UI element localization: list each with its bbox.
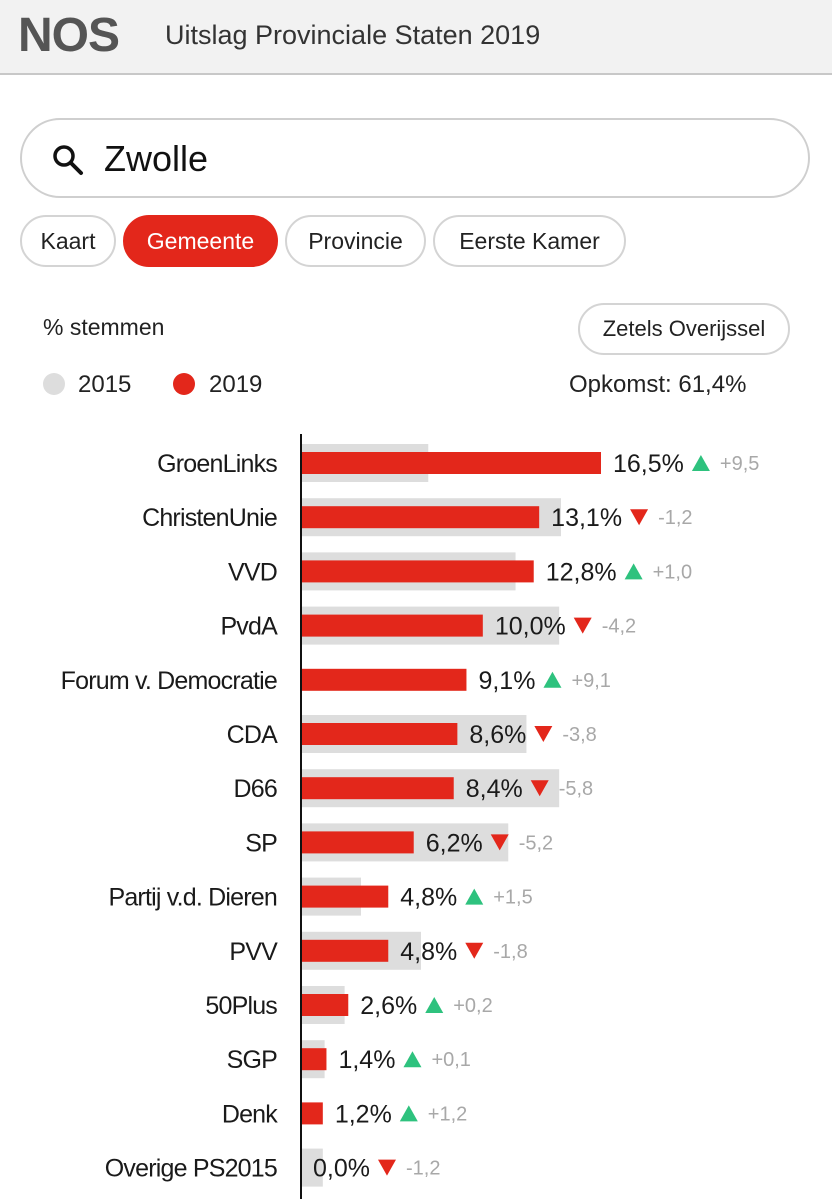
party-label: SP	[245, 829, 277, 857]
party-label: D66	[234, 775, 277, 803]
party-label: Forum v. Democratie	[61, 667, 277, 695]
value-label: 4,8%	[400, 884, 457, 912]
party-label: SGP	[227, 1046, 278, 1074]
party-label: Overige PS2015	[105, 1155, 277, 1183]
bar-2019	[301, 452, 601, 474]
change-label: +1,2	[428, 1103, 467, 1125]
seats-button[interactable]: Zetels Overijssel	[578, 303, 790, 355]
metric-label: % stemmen	[43, 314, 165, 340]
bar-2019	[301, 723, 458, 745]
results-bar-chart: GroenLinks 16,5% +9,5 ChristenUnie 13,1% -1,2…	[61, 434, 759, 1199]
party-label: Partij v.d. Dieren	[108, 884, 277, 912]
app-header: NOS Uitslag Provinciale Staten 2019	[0, 0, 832, 75]
legend-2015-swatch	[43, 373, 65, 395]
change-label: -4,2	[602, 616, 636, 638]
bar-2019	[301, 994, 349, 1016]
arrow-down-icon	[573, 617, 592, 634]
bar-2019	[301, 1048, 327, 1071]
arrow-down-icon	[534, 726, 553, 742]
search-icon[interactable]	[50, 142, 84, 176]
change-label: -1,2	[658, 507, 692, 529]
page-title: Uitslag Provinciale Staten 2019	[165, 20, 541, 50]
bar-2019	[301, 831, 414, 854]
tab-gemeente[interactable]: Gemeente	[123, 215, 278, 267]
party-label: ChristenUnie	[142, 504, 277, 532]
search-bar[interactable]	[20, 118, 810, 198]
arrow-down-icon	[630, 509, 649, 526]
value-label: 10,0%	[495, 613, 566, 641]
value-label: 13,1%	[551, 504, 622, 532]
value-label: 12,8%	[546, 558, 617, 586]
change-label: +1,5	[493, 887, 532, 909]
party-label: GroenLinks	[157, 450, 277, 478]
arrow-down-icon	[490, 834, 509, 851]
arrow-up-icon	[425, 997, 444, 1013]
arrow-up-icon	[543, 671, 562, 688]
change-label: -5,2	[519, 832, 553, 854]
arrow-down-icon	[530, 780, 549, 797]
value-label: 16,5%	[613, 450, 684, 478]
value-label: 9,1%	[478, 667, 535, 695]
arrow-up-icon	[624, 563, 643, 580]
change-label: +9,5	[720, 453, 759, 475]
change-label: -5,8	[559, 778, 593, 800]
value-label: 1,4%	[338, 1046, 395, 1074]
arrow-up-icon	[691, 455, 710, 471]
tab-eerste-kamer[interactable]: Eerste Kamer	[433, 215, 626, 267]
tab-kaart[interactable]: Kaart	[20, 215, 116, 267]
bar-2019	[301, 506, 540, 529]
legend-2019-label: 2019	[209, 371, 263, 398]
party-label: 50Plus	[205, 992, 277, 1020]
arrow-down-icon	[377, 1159, 396, 1176]
tab-provincie[interactable]: Provincie	[285, 215, 426, 267]
change-label: -1,2	[406, 1158, 440, 1180]
change-label: +0,2	[453, 995, 492, 1017]
party-label: VVD	[228, 558, 277, 586]
arrow-down-icon	[465, 942, 484, 959]
change-label: -3,8	[562, 724, 596, 746]
legend-2019-swatch	[173, 373, 195, 395]
bar-2019	[301, 1102, 323, 1125]
search-input[interactable]	[102, 130, 766, 188]
arrow-up-icon	[465, 888, 484, 905]
party-label: CDA	[227, 721, 279, 749]
nos-logo[interactable]: NOS	[18, 9, 120, 62]
bar-2019	[301, 885, 389, 908]
bar-2019	[301, 560, 534, 583]
party-label: PVV	[229, 938, 278, 966]
legend-2015-label: 2015	[78, 371, 132, 398]
value-label: 8,6%	[469, 721, 526, 749]
value-label: 2,6%	[360, 992, 417, 1020]
change-label: -1,8	[493, 941, 527, 963]
party-label: PvdA	[220, 613, 278, 641]
change-label: +9,1	[571, 670, 610, 692]
bar-2019	[301, 668, 467, 691]
change-label: +0,1	[431, 1049, 470, 1071]
change-label: +1,0	[653, 561, 692, 583]
bar-2019	[301, 614, 483, 637]
value-label: 6,2%	[426, 829, 483, 857]
value-label: 1,2%	[335, 1100, 392, 1128]
arrow-up-icon	[399, 1105, 418, 1122]
value-label: 8,4%	[466, 775, 523, 803]
turnout-label: Opkomst: 61,4%	[569, 371, 747, 398]
value-label: 4,8%	[400, 938, 457, 966]
party-label: Denk	[222, 1100, 278, 1128]
bar-2015	[301, 1148, 323, 1187]
arrow-up-icon	[403, 1051, 422, 1068]
bar-2019	[301, 777, 454, 800]
bar-2019	[301, 939, 389, 962]
value-label: 0,0%	[313, 1155, 370, 1183]
